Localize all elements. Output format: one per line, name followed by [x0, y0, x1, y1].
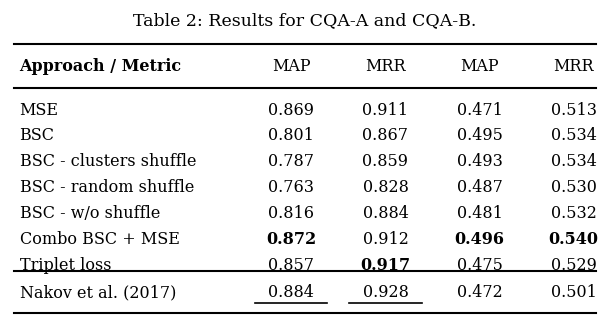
Text: 0.530: 0.530: [551, 179, 597, 196]
Text: 0.481: 0.481: [457, 205, 503, 222]
Text: BSC - clusters shuffle: BSC - clusters shuffle: [20, 153, 196, 170]
Text: 0.816: 0.816: [268, 205, 314, 222]
Text: 0.928: 0.928: [362, 285, 408, 301]
Text: 0.534: 0.534: [551, 153, 597, 170]
Text: 0.513: 0.513: [551, 102, 597, 119]
Text: Combo BSC + MSE: Combo BSC + MSE: [20, 231, 179, 248]
Text: 0.859: 0.859: [362, 153, 409, 170]
Text: 0.532: 0.532: [551, 205, 597, 222]
Text: 0.495: 0.495: [457, 128, 503, 144]
Text: BSC - w/o shuffle: BSC - w/o shuffle: [20, 205, 160, 222]
Text: BSC: BSC: [20, 128, 55, 144]
Text: MAP: MAP: [461, 58, 499, 74]
Text: 0.917: 0.917: [361, 257, 411, 274]
Text: 0.884: 0.884: [268, 285, 314, 301]
Text: 0.534: 0.534: [551, 128, 597, 144]
Text: 0.857: 0.857: [268, 257, 314, 274]
Text: Nakov et al. (2017): Nakov et al. (2017): [20, 285, 176, 301]
Text: 0.487: 0.487: [457, 179, 503, 196]
Text: 0.828: 0.828: [362, 179, 408, 196]
Text: 0.911: 0.911: [362, 102, 409, 119]
Text: 0.869: 0.869: [268, 102, 314, 119]
Text: 0.540: 0.540: [549, 231, 598, 248]
Text: 0.493: 0.493: [457, 153, 503, 170]
Text: MRR: MRR: [365, 58, 406, 74]
Text: 0.787: 0.787: [268, 153, 314, 170]
Text: Triplet loss: Triplet loss: [20, 257, 111, 274]
Text: 0.867: 0.867: [362, 128, 409, 144]
Text: 0.529: 0.529: [551, 257, 597, 274]
Text: Table 2: Results for CQA-A and CQA-B.: Table 2: Results for CQA-A and CQA-B.: [134, 12, 476, 30]
Text: MSE: MSE: [20, 102, 59, 119]
Text: 0.471: 0.471: [457, 102, 503, 119]
Text: 0.912: 0.912: [362, 231, 408, 248]
Text: 0.872: 0.872: [266, 231, 317, 248]
Text: MRR: MRR: [553, 58, 594, 74]
Text: BSC - random shuffle: BSC - random shuffle: [20, 179, 194, 196]
Text: 0.801: 0.801: [268, 128, 314, 144]
Text: 0.501: 0.501: [551, 285, 597, 301]
Text: 0.884: 0.884: [362, 205, 408, 222]
Text: Approach / Metric: Approach / Metric: [20, 58, 182, 74]
Text: 0.496: 0.496: [454, 231, 504, 248]
Text: 0.763: 0.763: [268, 179, 314, 196]
Text: 0.472: 0.472: [457, 285, 503, 301]
Text: MAP: MAP: [272, 58, 310, 74]
Text: 0.475: 0.475: [457, 257, 503, 274]
